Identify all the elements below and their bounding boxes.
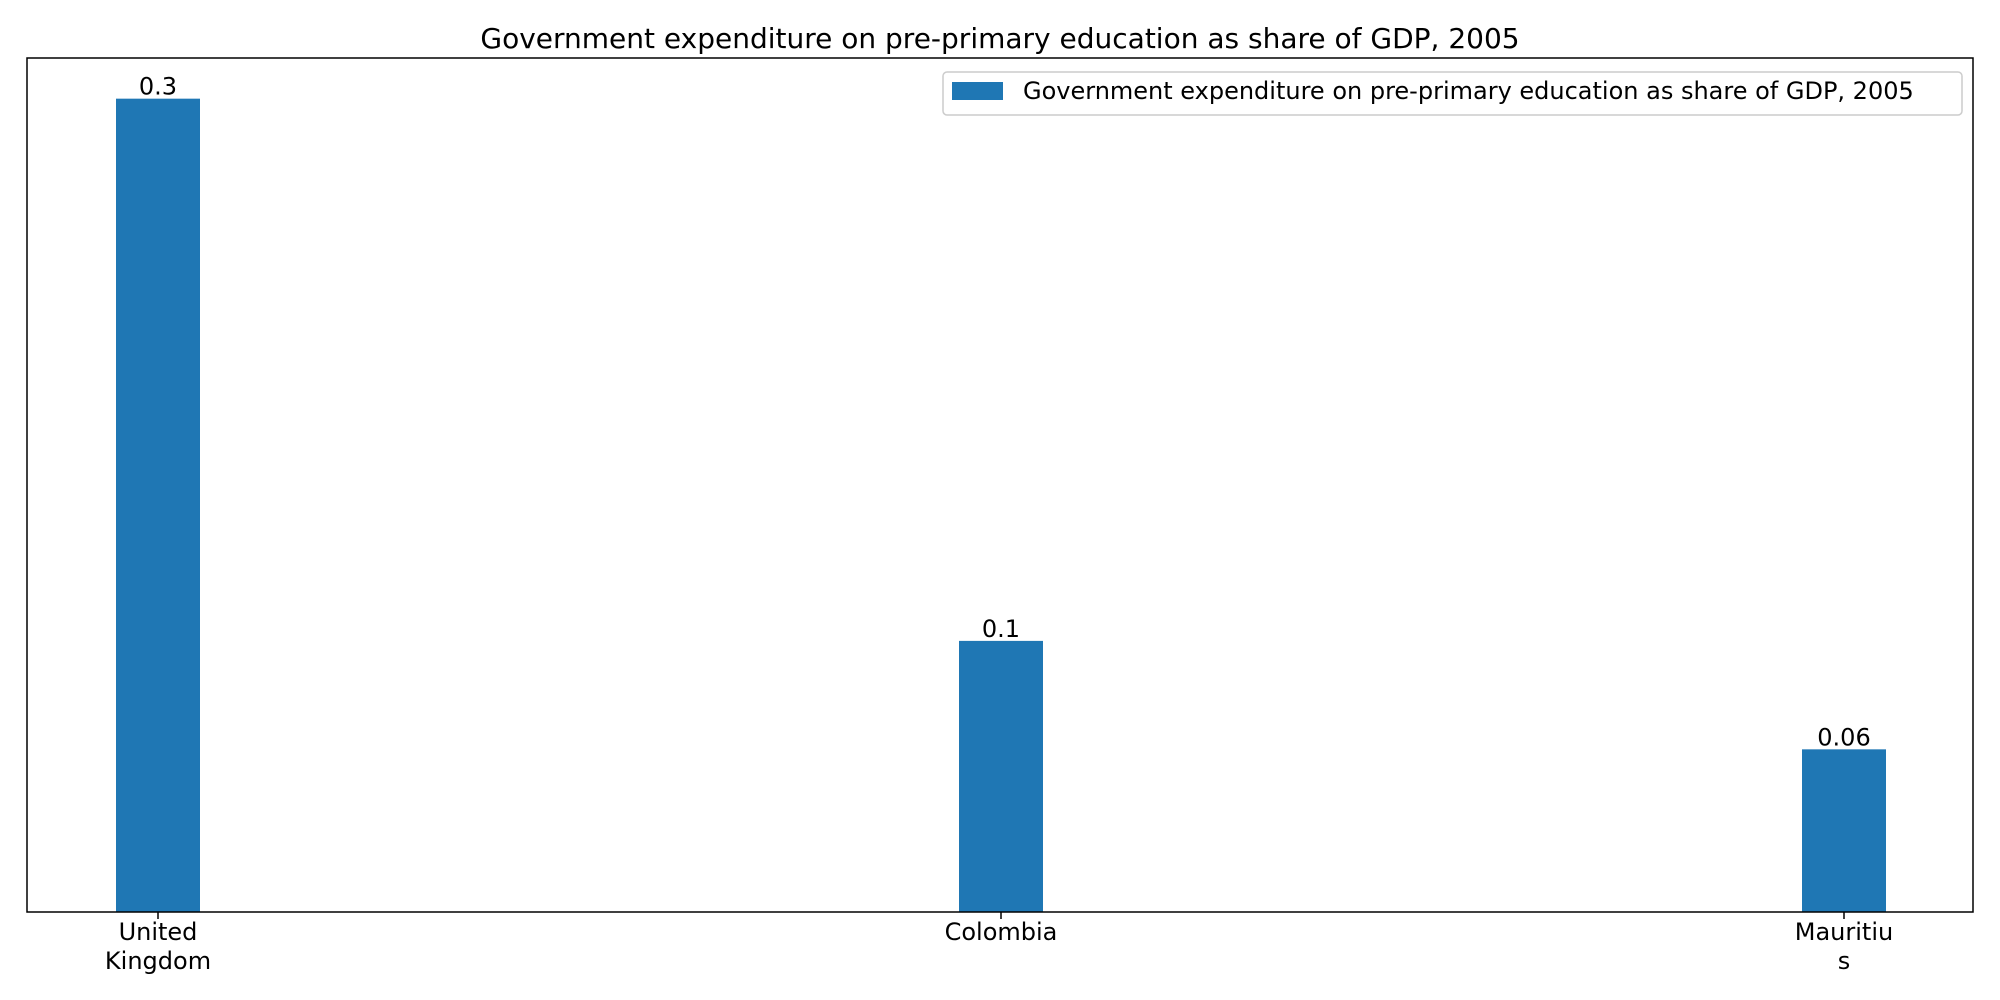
x-axis-ticks: United Kingdom Colombia Mauritiu s — [105, 912, 1893, 975]
bars — [116, 98, 1886, 912]
x-tick-label-line: United — [119, 918, 198, 946]
bar — [116, 98, 200, 912]
legend: Government expenditure on pre-primary ed… — [942, 71, 1963, 116]
x-tick-label: Mauritiu s — [1795, 918, 1893, 975]
plot-frame — [26, 57, 1974, 913]
x-tick-label-line: Kingdom — [105, 947, 211, 975]
bar — [959, 640, 1043, 912]
bar-value-label: 0.3 — [139, 73, 177, 101]
x-tick-label-line: Mauritiu — [1795, 918, 1893, 946]
x-tick-label: Colombia — [945, 918, 1058, 946]
legend-swatch — [952, 82, 1003, 100]
x-tick-label: United Kingdom — [105, 918, 211, 975]
bar-value-label: 0.1 — [982, 615, 1020, 643]
bar — [1802, 749, 1886, 912]
legend-label: Government expenditure on pre-primary ed… — [1023, 77, 1914, 105]
x-tick-label-line: Colombia — [945, 918, 1058, 946]
bar-value-label: 0.06 — [1817, 723, 1870, 751]
bar-labels: 0.3 0.1 0.06 — [139, 73, 1871, 752]
legend-box — [942, 71, 1963, 116]
x-tick-label-line: s — [1838, 947, 1851, 975]
chart-title: Government expenditure on pre-primary ed… — [480, 22, 1519, 55]
